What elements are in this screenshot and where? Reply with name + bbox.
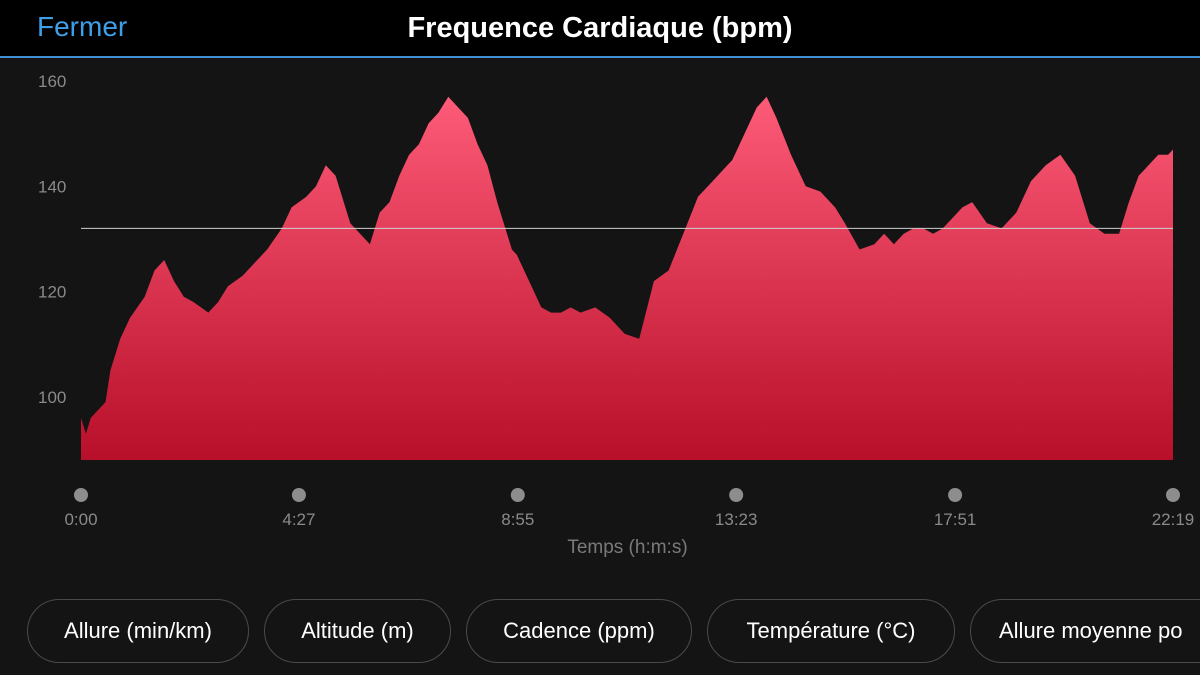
x-tick-label: 0:00 [64, 510, 97, 529]
metric-tab[interactable]: Cadence (ppm) [466, 599, 692, 663]
x-tick-dot[interactable] [729, 488, 744, 502]
metric-tab[interactable]: Température (°C) [707, 599, 955, 663]
x-tick-dot[interactable] [74, 488, 88, 502]
x-tick-dot[interactable] [291, 488, 306, 502]
x-tick-dot[interactable] [948, 488, 963, 502]
x-axis-title: Temps (h:m:s) [567, 537, 687, 558]
metric-tab[interactable]: Allure (min/km) [27, 599, 249, 663]
x-tick-dot[interactable] [1166, 488, 1180, 502]
page-title: Frequence Cardiaque (bpm) [407, 12, 793, 44]
x-tick-label: 13:23 [715, 510, 758, 529]
x-tick-label: 8:55 [501, 510, 534, 529]
x-tick-label: 4:27 [282, 510, 315, 529]
y-tick-label: 140 [38, 177, 66, 196]
header-bar: Fermer Frequence Cardiaque (bpm) [0, 0, 1200, 58]
x-tick-dot[interactable] [510, 488, 525, 502]
y-tick-label: 160 [38, 72, 66, 91]
y-tick-label: 120 [38, 283, 66, 302]
x-tick-label: 17:51 [934, 510, 977, 529]
metric-tab[interactable]: Altitude (m) [264, 599, 451, 663]
metric-tabs: Allure (min/km) Altitude (m) Cadence (ppm)… [0, 599, 1200, 665]
close-button[interactable]: Fermer [37, 11, 128, 42]
x-tick-label: 22:19 [1152, 510, 1195, 529]
heart-rate-chart: 100 120 140 160 0:00 4:27 8:55 13:23 17:51 22:19… [38, 72, 1195, 558]
metric-tab[interactable]: Allure moyenne po [970, 599, 1200, 663]
heart-rate-area [81, 96, 1173, 461]
y-tick-label: 100 [38, 388, 66, 407]
